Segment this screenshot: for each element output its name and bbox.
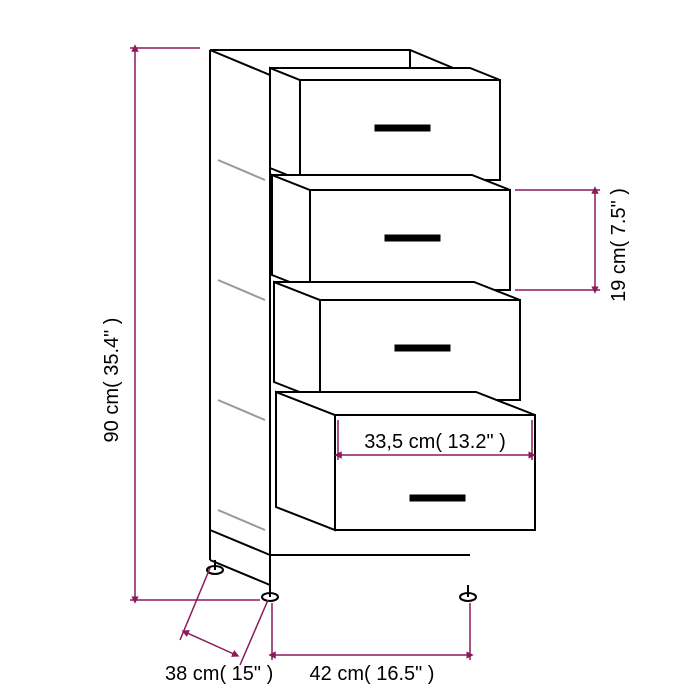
dim-drawer-height: 19 cm( 7.5" ) — [515, 188, 630, 302]
drawer-3 — [274, 282, 520, 400]
dim-depth: 38 cm( 15" ) — [165, 568, 273, 685]
dimension-diagram: 90 cm( 35.4" ) 19 cm( 7.5" ) 33,5 cm( 13… — [0, 0, 700, 700]
drawer-2 — [272, 175, 510, 290]
drawer-1 — [270, 68, 500, 180]
dim-width-label: 42 cm( 16.5" ) — [310, 663, 435, 685]
drawer-4 — [276, 392, 535, 530]
dim-width: 42 cm( 16.5" ) — [272, 603, 470, 685]
dim-drawer-width-label: 33,5 cm( 13.2" ) — [364, 431, 506, 453]
cabinet-drawing — [207, 50, 535, 601]
dim-drawer-height-label: 19 cm( 7.5" ) — [608, 188, 630, 302]
dim-height-label: 90 cm( 35.4" ) — [101, 318, 123, 443]
dim-depth-label: 38 cm( 15" ) — [165, 663, 273, 685]
